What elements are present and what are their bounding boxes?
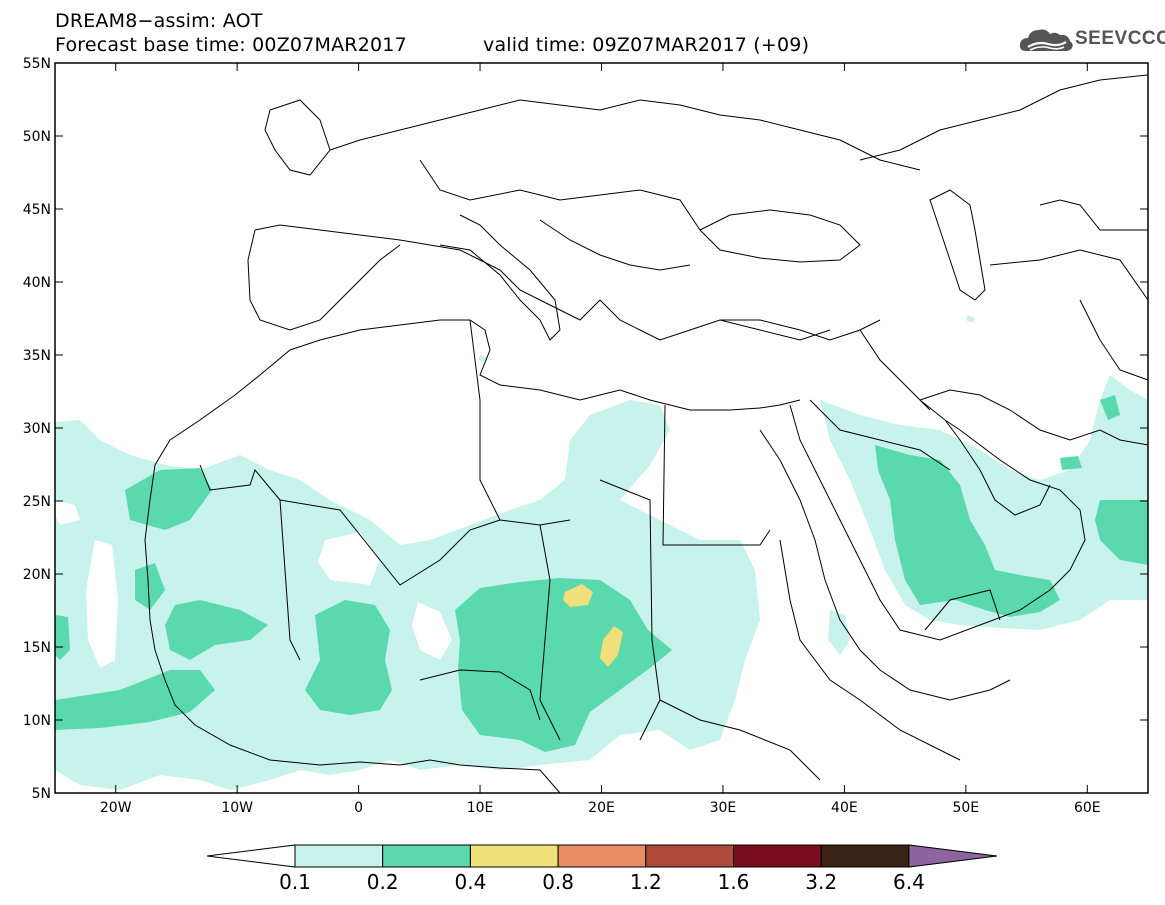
colorbar: 0.1 0.2 0.4 0.8 1.2 1.6 3.2 6.4 <box>206 844 997 894</box>
border-egypt <box>662 404 771 546</box>
border-europe <box>329 99 921 171</box>
border-mali-mauritania <box>199 464 301 661</box>
lon-tick-label: 10W <box>221 800 253 816</box>
lon-tick-label: 60E <box>1074 800 1101 816</box>
border-russia-kazakh <box>859 74 1148 161</box>
lon-tick-label: 30E <box>710 800 737 816</box>
logo-text: SEEVCCC <box>1075 28 1165 49</box>
colorbar-label: 3.2 <box>805 870 837 894</box>
border-turkmen <box>989 249 1148 301</box>
colorbar-label: 6.4 <box>893 870 925 894</box>
coastline-west-africa <box>144 464 561 793</box>
border-east-africa <box>659 699 821 781</box>
lat-tick-label: 25N <box>23 494 51 510</box>
border-nigeria <box>419 669 541 721</box>
seevccc-logo: SEEVCCC <box>1018 22 1165 58</box>
lat-tick-label: 45N <box>23 202 51 218</box>
colorbar-over-triangle <box>908 844 997 868</box>
border-chad-niger <box>539 524 561 741</box>
aot-band-medium <box>55 395 1148 752</box>
border-sudan-ethiopia <box>779 539 961 761</box>
coastline-arabia <box>789 399 1086 641</box>
colorbar-segment <box>382 844 471 868</box>
coastline-red-sea <box>759 429 1011 701</box>
colorbar-label: 0.4 <box>454 870 486 894</box>
lat-tick-label: 40N <box>23 275 51 291</box>
colorbar-segment <box>557 844 647 868</box>
coastline-black-sea <box>699 209 861 263</box>
colorbar-segment <box>294 844 384 868</box>
lon-tick-label: 40E <box>831 800 858 816</box>
border-yemen-saudi <box>924 589 1001 631</box>
coastline-europe-south <box>254 224 831 341</box>
cloud-logo-icon <box>1019 29 1073 51</box>
lat-tick-label: 35N <box>23 348 51 364</box>
lon-tick-label: 10E <box>467 800 494 816</box>
lat-tick-label: 30N <box>23 421 51 437</box>
lat-tick-label: 15N <box>23 640 51 656</box>
coastline-north-africa <box>154 319 801 466</box>
border-saudi <box>809 399 951 471</box>
colorbar-label: 1.2 <box>630 870 662 894</box>
latitude-ticks: 5N 10N 15N 20N 25N 30N 35N 40N 45N 50N 55N <box>23 56 1148 802</box>
border-kazakh-south <box>1039 199 1148 231</box>
border-mali-algeria <box>279 499 501 586</box>
border-iraq-iran <box>859 329 931 411</box>
coastline-iberia <box>247 229 401 331</box>
lat-tick-label: 55N <box>23 56 51 72</box>
colorbar-segment <box>733 844 822 868</box>
title-line-1: DREAM8−assim: AOT <box>55 10 263 32</box>
border-afghan <box>1079 299 1148 381</box>
lon-tick-label: 20W <box>100 800 132 816</box>
colorbar-segment <box>469 844 559 868</box>
longitude-ticks: 20W 10W 0 10E 20E 30E 40E 50E 60E <box>100 63 1101 816</box>
lat-tick-label: 20N <box>23 567 51 583</box>
colorbar-label: 1.6 <box>718 870 750 894</box>
lon-tick-label: 20E <box>588 800 615 816</box>
coastline-caspian <box>929 189 986 301</box>
aot-fill-layer <box>55 315 1148 790</box>
coastline-persian-gulf <box>944 419 1051 516</box>
valid-time: valid time: 09Z07MAR2017 (+09) <box>483 34 810 56</box>
aot-below-threshold <box>55 500 452 668</box>
lon-tick-label: 0 <box>354 800 363 816</box>
border-central-europe <box>419 159 701 231</box>
lat-tick-label: 50N <box>23 129 51 145</box>
colorbar-segment <box>645 844 734 868</box>
colorbar-label: 0.2 <box>367 870 399 894</box>
border-chad-sudan <box>599 479 661 741</box>
colorbar-label: 0.8 <box>542 870 574 894</box>
coastline-iran <box>919 389 1148 446</box>
coastline-uk <box>264 99 331 176</box>
lon-tick-label: 50E <box>952 800 979 816</box>
forecast-base-time: Forecast base time: 00Z07MAR2017 <box>55 34 407 56</box>
border-turkey-syria <box>720 319 881 341</box>
map-borders <box>144 74 1148 793</box>
colorbar-segment <box>820 844 910 868</box>
aot-band-high <box>563 584 623 667</box>
border-balkans <box>539 219 691 271</box>
coastline-italy <box>439 214 561 341</box>
lat-tick-label: 5N <box>32 786 51 802</box>
lat-tick-label: 10N <box>23 713 51 729</box>
colorbar-label: 0.1 <box>279 870 311 894</box>
border-algeria-libya <box>469 319 571 526</box>
colorbar-under-triangle <box>206 844 296 868</box>
